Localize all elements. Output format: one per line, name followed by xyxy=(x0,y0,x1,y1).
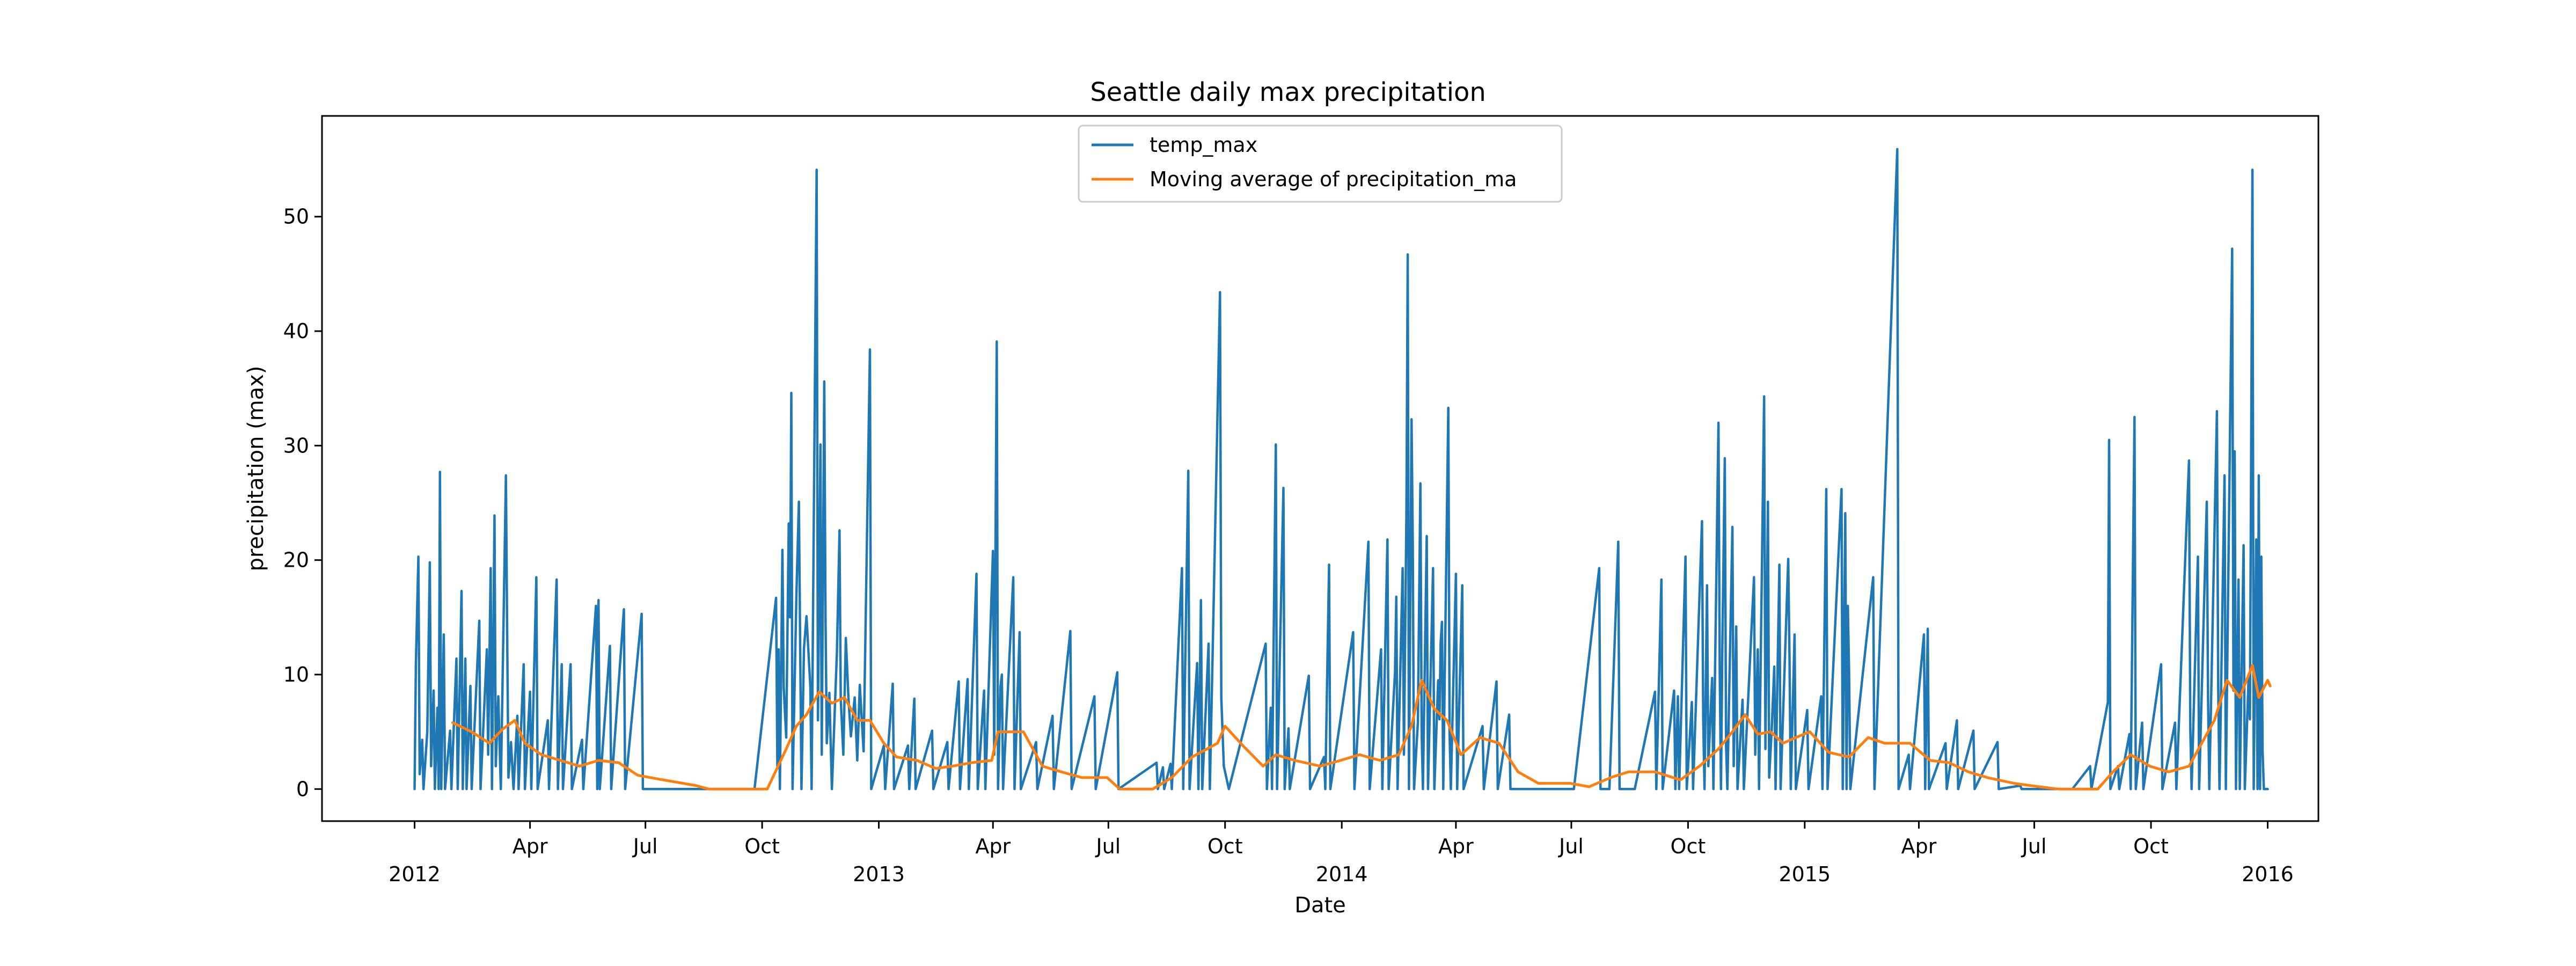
x-tick-label: Apr xyxy=(1901,835,1937,858)
plot-frame xyxy=(321,115,2319,822)
x-tick-label: 2016 xyxy=(2242,862,2294,886)
y-tick-label: 30 xyxy=(283,434,309,457)
y-tick-label: 20 xyxy=(283,548,309,572)
series-layer xyxy=(413,148,2272,791)
chart-title: Seattle daily max precipitation xyxy=(1090,77,1486,107)
x-tick-label: 2013 xyxy=(853,862,905,886)
plot-area xyxy=(321,115,2319,822)
legend: temp_max Moving average of precipitation… xyxy=(1078,125,1563,203)
x-tick-label: Apr xyxy=(1438,835,1474,858)
x-tick-label: Jul xyxy=(1095,835,1121,858)
x-tick-label: Jul xyxy=(632,835,658,858)
x-tick-label: Apr xyxy=(975,835,1011,858)
x-tick-label: Jul xyxy=(1558,835,1584,858)
y-tick-label: 50 xyxy=(283,205,309,229)
series-line-temp-max xyxy=(413,148,2269,791)
y-tick-label: 40 xyxy=(283,319,309,343)
legend-label-temp-max: temp_max xyxy=(1150,133,1257,157)
x-axis: 2012 Apr Jul Oct 2013 Apr Jul Oct 2014 Apr Jul Oct 2… xyxy=(389,821,2294,886)
series-line-moving-average-of-precipitation-ma xyxy=(451,664,2272,791)
x-tick-label: Oct xyxy=(1208,835,1243,858)
y-tick-label: 10 xyxy=(283,663,309,686)
x-tick-label: 2015 xyxy=(1779,862,1831,886)
x-tick-label: 2012 xyxy=(389,862,441,886)
x-tick-label: Oct xyxy=(1671,835,1706,858)
y-axis-label: precipitation (max) xyxy=(244,365,268,571)
legend-label-moving-average: Moving average of precipitation_ma xyxy=(1150,167,1517,191)
x-tick-label: Jul xyxy=(2021,835,2047,858)
x-tick-label: Apr xyxy=(513,835,548,858)
x-tick-label: 2014 xyxy=(1316,862,1368,886)
x-tick-label: Oct xyxy=(744,835,780,858)
legend-box xyxy=(1078,125,1563,203)
x-axis-label: Date xyxy=(1294,893,1346,918)
x-tick-label: Oct xyxy=(2133,835,2169,858)
y-axis: 0 10 20 30 40 50 xyxy=(283,205,322,801)
y-tick-label: 0 xyxy=(296,777,309,801)
